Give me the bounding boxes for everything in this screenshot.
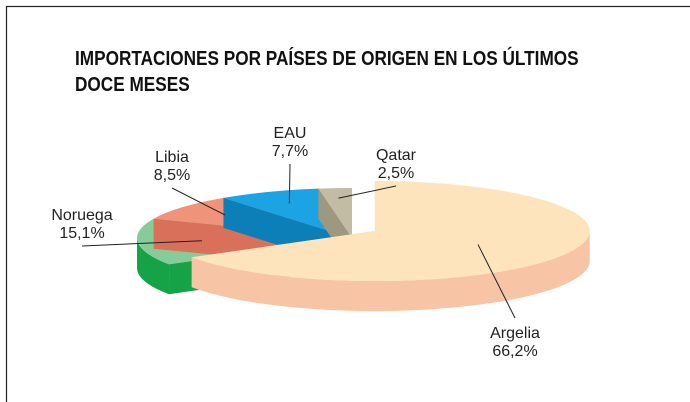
chart-title: IMPORTACIONES POR PAÍSES DE ORIGEN EN LO…	[75, 48, 579, 96]
slice-value-label: 15,1%	[59, 225, 104, 242]
slice-value-label: 66,2%	[492, 343, 537, 360]
slice-value-label: 7,7%	[272, 143, 308, 160]
slice	[191, 181, 590, 282]
slice-label: Argelia	[490, 325, 540, 342]
slice-value-label: 8,5%	[154, 167, 190, 184]
slice	[318, 188, 352, 238]
leader-line	[81, 240, 202, 247]
slice-label: Libia	[155, 149, 189, 166]
slice-side	[137, 238, 170, 295]
leader-line	[338, 185, 397, 199]
frame	[5, 5, 690, 402]
slice-label: EAU	[274, 125, 307, 142]
slice-side	[191, 231, 590, 312]
leader-line	[477, 244, 516, 319]
leader-line	[288, 163, 291, 204]
slice-label: Qatar	[376, 147, 417, 164]
leader-line	[171, 187, 226, 216]
slice-label: Noruega	[51, 207, 112, 224]
slice-value-label: 2,5%	[378, 165, 414, 182]
